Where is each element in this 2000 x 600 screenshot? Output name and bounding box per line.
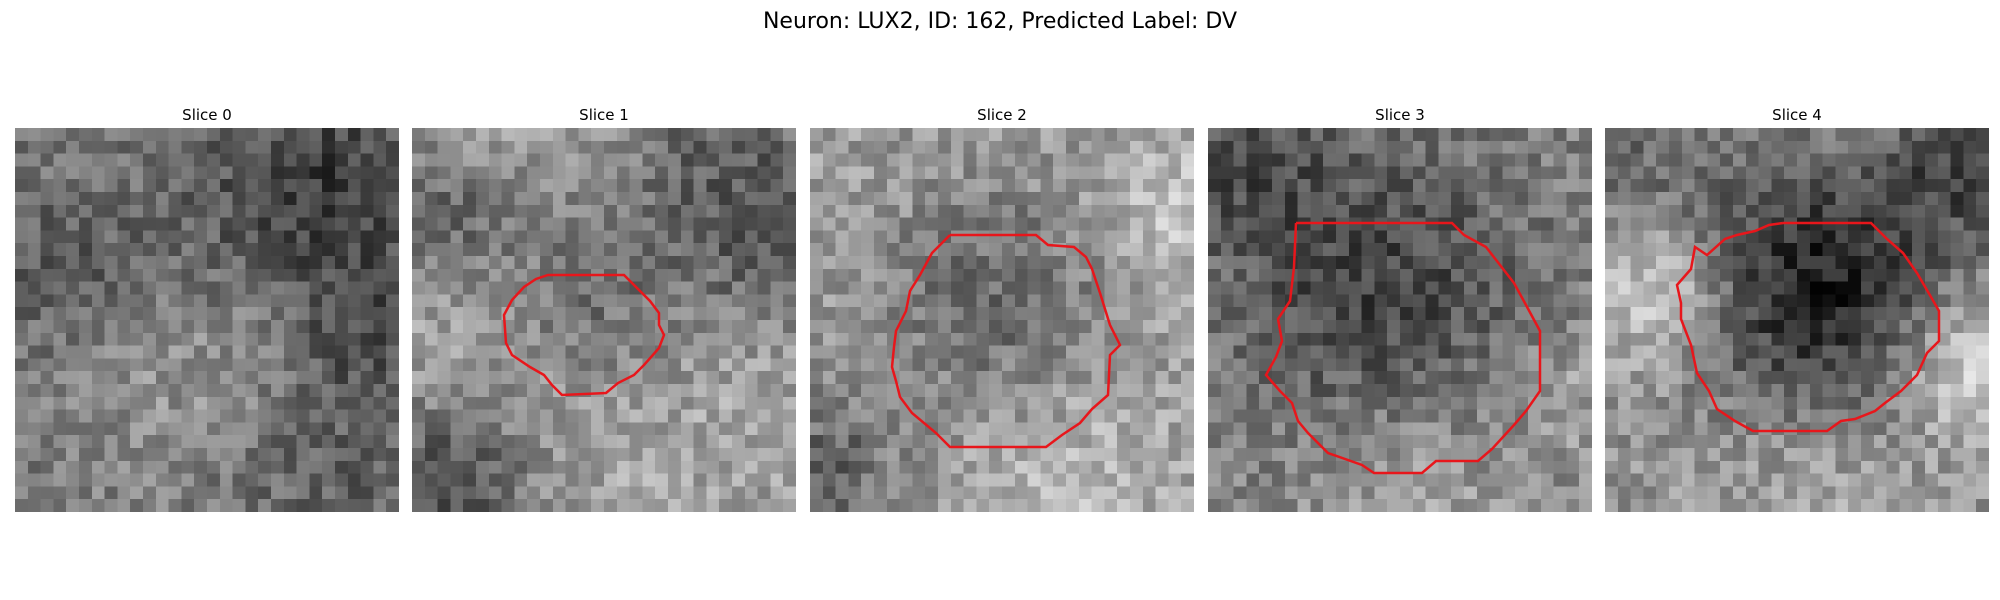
- figure-title: Neuron: LUX2, ID: 162, Predicted Label: …: [0, 6, 2000, 38]
- slice-title: Slice 2: [810, 105, 1194, 128]
- roi-contour: [1605, 135, 1989, 519]
- slice-title: Slice 4: [1605, 105, 1989, 128]
- slice-title: Slice 0: [15, 105, 399, 128]
- slice-panel-1: Slice 1: [412, 105, 796, 512]
- slice-title: Slice 1: [412, 105, 796, 128]
- slice-panel-4: Slice 4: [1605, 105, 1989, 512]
- slice-image: [15, 128, 399, 512]
- slice-panel-3: Slice 3: [1208, 105, 1592, 512]
- roi-contour: [810, 135, 1194, 519]
- roi-contour: [412, 135, 796, 519]
- slice-panel-2: Slice 2: [810, 105, 1194, 512]
- slice-panel-0: Slice 0: [15, 105, 399, 512]
- slice-title: Slice 3: [1208, 105, 1592, 128]
- roi-contour: [1208, 135, 1592, 519]
